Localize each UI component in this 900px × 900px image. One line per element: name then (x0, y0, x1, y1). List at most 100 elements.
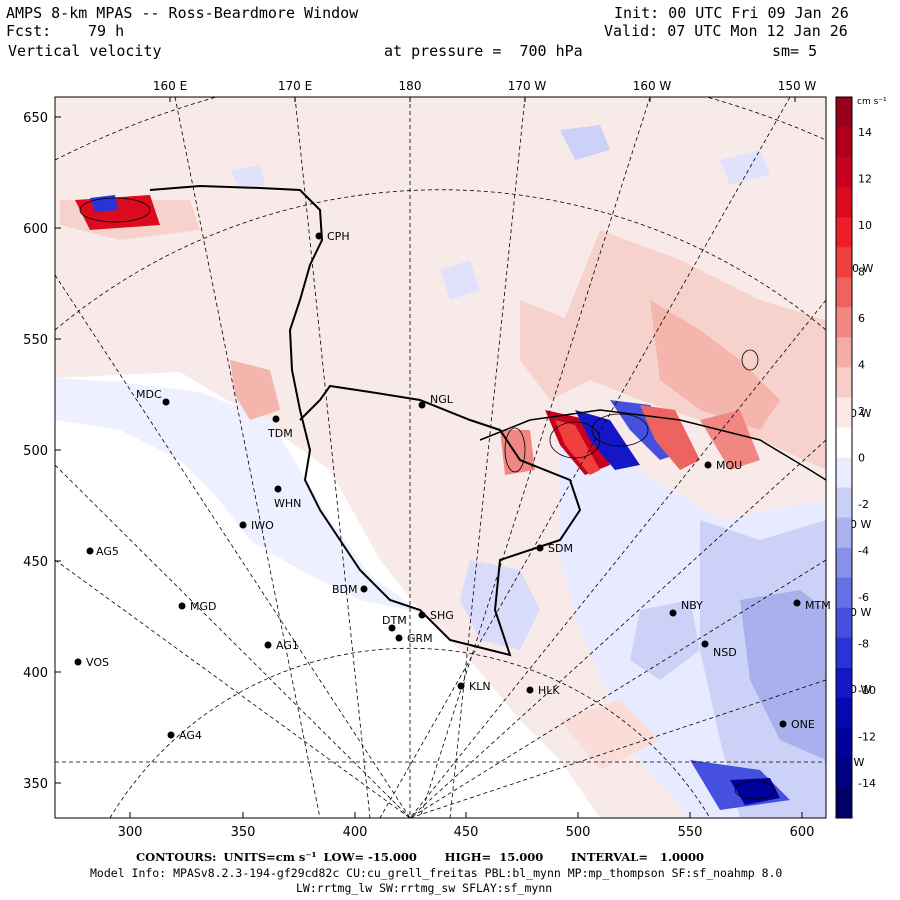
station-label-whn: WHN (274, 497, 301, 510)
station-marker-mgd (178, 602, 186, 610)
contours-info: CONTOURS: UNITS=cm s⁻¹ LOW= -15.000 HIGH… (136, 850, 704, 864)
contour-low: LOW= -15.000 (323, 850, 417, 864)
colorbar-swatch (836, 637, 852, 669)
colorbar-tick-label: -4 (858, 545, 869, 558)
init-time: Init: 00 UTC Fri 09 Jan 26 (614, 4, 849, 22)
smoothing: sm= 5 (772, 42, 818, 60)
contour-units: UNITS=cm s⁻¹ (223, 850, 317, 864)
contour-high: HIGH= 15.000 (444, 850, 544, 864)
colorbar-swatch (836, 517, 852, 549)
colorbar-swatch (836, 547, 852, 579)
station-label-shg: SHG (430, 609, 454, 622)
station-label-dtm: DTM (382, 614, 407, 627)
colorbar-swatch (836, 217, 852, 248)
colorbar-swatch (836, 577, 852, 609)
y-tick-label: 650 (23, 111, 48, 126)
colorbar-tick-label: 10 (858, 219, 872, 232)
left-axis-labels: 650 600 550 500 450 400 350 (23, 111, 48, 792)
colorbar-tick-label: -14 (858, 777, 876, 790)
station-marker-ag4 (167, 731, 175, 739)
colorbar-swatch (836, 97, 852, 128)
station-label-iwo: IWO (251, 519, 274, 532)
station-marker-kln (457, 682, 465, 690)
station-marker-grm (395, 634, 403, 642)
top-lon-label: 160 W (633, 79, 672, 93)
station-marker-mtm (793, 599, 801, 607)
colorbar-swatch (836, 457, 852, 489)
map-title: AMPS 8-km MPAS -- Ross-Beardmore Window (6, 4, 359, 22)
colorbar-units: cm s⁻¹ (857, 97, 887, 107)
y-tick-label: 350 (23, 777, 48, 792)
colorbar-swatch (836, 787, 852, 819)
station-marker-ag1 (264, 641, 272, 649)
colorbar-tick-label: 6 (858, 312, 865, 325)
station-label-sdm: SDM (548, 542, 573, 555)
colorbar-swatch (836, 607, 852, 639)
colorbar-swatch (836, 277, 852, 308)
station-marker-hlk (526, 686, 534, 694)
colorbar-swatch (836, 157, 852, 188)
station-marker-ngl (418, 401, 426, 409)
colorbar-tick-label: 0 (858, 452, 865, 465)
pressure-level: at pressure = 700 hPa (384, 42, 583, 60)
top-lon-label: 160 E (153, 79, 187, 93)
station-marker-mou (704, 461, 712, 469)
x-tick-label: 450 (454, 825, 479, 840)
model-info: Model Info: MPASv8.2.3-194-gf29cd82c CU:… (90, 866, 783, 880)
y-tick-label: 450 (23, 555, 48, 570)
station-marker-nby (669, 609, 677, 617)
station-marker-dtm (388, 624, 396, 632)
colorbar-swatch (836, 757, 852, 789)
bottom-axis-labels: 300 350 400 450 500 550 600 (118, 825, 815, 840)
station-label-mtm: MTM (805, 599, 831, 612)
station-label-ngl: NGL (430, 393, 454, 406)
colorbar-swatch (836, 427, 852, 458)
colorbar-tick-label: -2 (858, 498, 869, 511)
station-label-vos: VOS (86, 656, 109, 669)
colorbar-swatch (836, 247, 852, 278)
station-label-one: ONE (791, 718, 815, 731)
colorbar-swatch (836, 397, 852, 428)
station-label-ag1: AG1 (276, 639, 299, 652)
vertical-velocity-field (55, 97, 826, 818)
station-marker-nsd (701, 640, 709, 648)
top-longitude-labels: 160 E 170 E 180 170 W 160 W 150 W (153, 79, 817, 93)
contour-interval: INTERVAL= 1.0000 (570, 850, 704, 864)
colorbar-tick-label: 14 (858, 126, 872, 139)
station-label-tdm: TDM (267, 427, 293, 440)
station-marker-one (779, 720, 787, 728)
x-tick-label: 350 (231, 825, 256, 840)
top-lon-label: 180 (399, 79, 422, 93)
colorbar-tick-label: 12 (858, 172, 872, 185)
station-label-mgd: MGD (190, 600, 217, 613)
station-marker-tdm (272, 415, 280, 423)
colorbar-tick-label: -12 (858, 731, 876, 744)
station-marker-cph (315, 232, 323, 240)
x-tick-label: 500 (566, 825, 591, 840)
y-tick-label: 400 (23, 666, 48, 681)
model-info-line2: LW:rrtmg_lw SW:rrtmg_sw SFLAY:sf_mynn (296, 881, 553, 895)
y-tick-label: 600 (23, 222, 48, 237)
colorbar-tick-label: -6 (858, 591, 869, 604)
colorbar-swatch (836, 667, 852, 699)
station-label-ag5: AG5 (96, 545, 119, 558)
field-name: Vertical velocity (8, 42, 162, 60)
station-marker-shg (418, 611, 426, 619)
colorbar-tick-label: -10 (858, 684, 876, 697)
colorbar-swatch (836, 367, 852, 398)
station-label-bdm: BDM (332, 583, 358, 596)
colorbar-swatch (836, 127, 852, 158)
colorbar-swatch (836, 487, 852, 519)
station-marker-whn (274, 485, 282, 493)
x-tick-label: 300 (118, 825, 143, 840)
station-label-kln: KLN (469, 680, 491, 693)
station-marker-sdm (536, 544, 544, 552)
colorbar: cm s⁻¹ (835, 96, 887, 819)
colorbar-swatch (836, 697, 852, 729)
colorbar-swatch (836, 307, 852, 338)
forecast-hour: 79 h (88, 22, 125, 40)
station-marker-vos (74, 658, 82, 666)
station-marker-ag5 (86, 547, 94, 555)
